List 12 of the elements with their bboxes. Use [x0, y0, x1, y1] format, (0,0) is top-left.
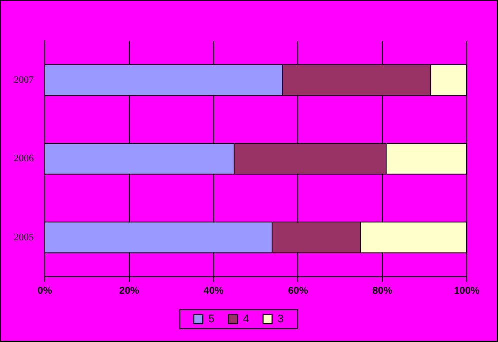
- y-tick-label: 2005: [14, 232, 34, 244]
- x-tick-label: 80%: [372, 286, 393, 297]
- legend-label: 5: [208, 314, 215, 326]
- legend-label: 3: [278, 314, 284, 326]
- x-tick-label: 100%: [454, 286, 480, 297]
- legend-label: 4: [243, 314, 250, 326]
- y-tick-label: 2006: [14, 154, 34, 165]
- x-tick-label: 60%: [288, 286, 308, 297]
- x-tick-label: 40%: [204, 286, 224, 297]
- x-tick-label: 20%: [119, 286, 140, 297]
- y-tick-label: 2007: [14, 74, 34, 86]
- x-tick-label: 0%: [38, 286, 52, 297]
